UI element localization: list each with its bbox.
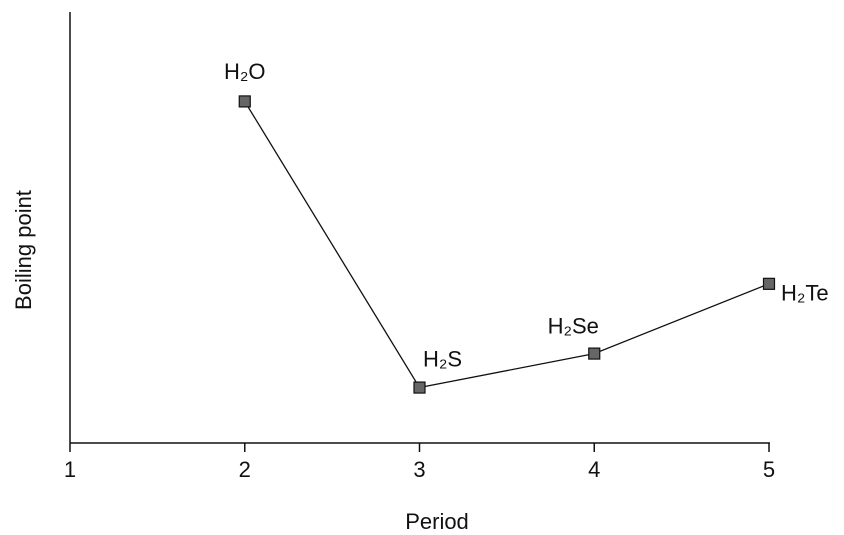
x-axis-label: Period	[405, 509, 469, 534]
x-tick-label: 5	[763, 457, 775, 482]
y-axis-label: Boiling point	[11, 190, 36, 310]
marker	[588, 347, 601, 360]
x-tick-label: 3	[413, 457, 425, 482]
marker	[238, 95, 251, 108]
x-tick-label: 2	[239, 457, 251, 482]
x-tick-label: 4	[588, 457, 600, 482]
line	[244, 101, 770, 389]
marker	[413, 381, 426, 394]
point-label: H₂Se	[548, 313, 599, 338]
point-label: H₂Te	[781, 281, 829, 306]
point-label: H₂S	[423, 346, 462, 371]
point-label: H₂O	[224, 59, 266, 84]
x-tick-label: 1	[64, 457, 76, 482]
marker	[762, 277, 776, 290]
